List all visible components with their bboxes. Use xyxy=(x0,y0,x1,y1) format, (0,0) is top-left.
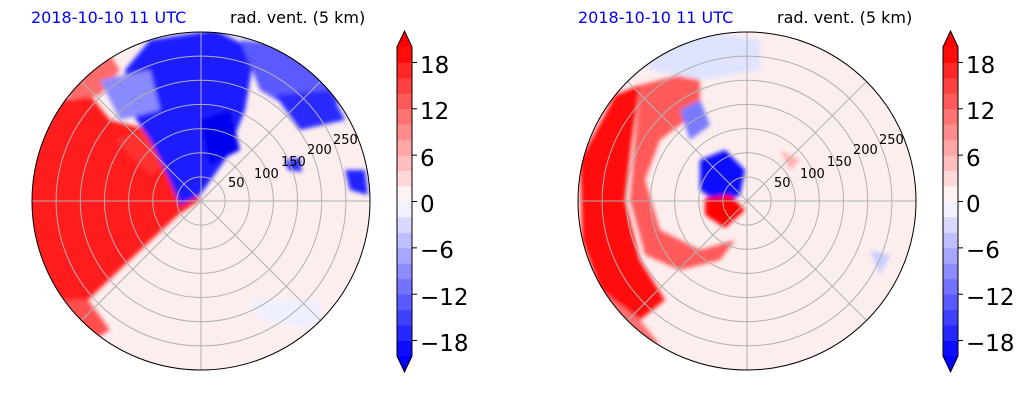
colorbar-level xyxy=(397,201,412,218)
colorbar-level xyxy=(943,294,958,311)
colorbar-tick-label: 6 xyxy=(966,146,981,172)
colorbar-level xyxy=(943,263,958,280)
colorbar-level xyxy=(397,247,412,264)
colorbar: 18 12 6 0 −6 −12 −18 xyxy=(942,29,1015,374)
colorbar-level xyxy=(943,108,958,125)
colorbar-level xyxy=(943,124,958,141)
colorbar-level xyxy=(397,62,412,79)
colorbar-level xyxy=(943,62,958,79)
colorbar-level xyxy=(397,340,412,357)
azimuth-spoke xyxy=(746,81,867,202)
colorbar-level xyxy=(943,216,958,233)
colorbar-level xyxy=(943,186,958,202)
colorbar-tick-label: −12 xyxy=(420,285,469,311)
colorbar: 18 12 6 0 −6 −12 −18 xyxy=(396,29,469,374)
colorbar-level xyxy=(943,47,958,63)
colorbar-level xyxy=(943,170,958,187)
colorbar-level xyxy=(943,77,958,94)
colorbar-level xyxy=(943,325,958,341)
variable-label: rad. vent. (5 km) xyxy=(777,8,912,27)
colorbar-tick-label: 12 xyxy=(966,99,995,125)
colorbar-tick-label: −6 xyxy=(966,238,1000,264)
colorbar-tick-label: 18 xyxy=(420,53,449,79)
colorbar-body xyxy=(396,29,413,374)
range-ring-label: 250 xyxy=(333,133,358,148)
colorbar-ticks: 18 12 6 0 −6 −12 −18 xyxy=(958,53,1015,357)
colorbar-level xyxy=(397,232,412,249)
colorbar-level xyxy=(397,325,412,341)
colorbar-level xyxy=(397,108,412,125)
colorbar-extend-max xyxy=(943,31,958,47)
azimuth-spoke xyxy=(200,81,321,202)
colorbar-body xyxy=(942,29,959,374)
colorbar-extend-min xyxy=(943,356,958,372)
colorbar-level xyxy=(397,139,412,156)
azimuth-spokes xyxy=(578,32,916,370)
colorbar-level xyxy=(943,309,958,326)
colorbar-level xyxy=(397,278,412,295)
range-ring-label: 50 xyxy=(228,176,245,191)
range-ring-label: 250 xyxy=(879,133,904,148)
colorbar-tick-label: 18 xyxy=(966,53,995,79)
azimuth-spoke xyxy=(746,200,867,321)
panel-left: 2018-10-10 11 UTC rad. vent. (5 km) xyxy=(31,8,469,374)
colorbar-level xyxy=(397,170,412,187)
colorbar-tick-label: 0 xyxy=(966,192,981,218)
azimuth-spokes xyxy=(32,32,370,370)
variable-label: rad. vent. (5 km) xyxy=(230,8,365,27)
colorbar-level xyxy=(943,155,958,171)
range-ring-label: 150 xyxy=(281,155,306,170)
colorbar-tick-label: −12 xyxy=(966,285,1015,311)
radial-velocity-field xyxy=(32,32,370,370)
colorbar-tick-label: 6 xyxy=(420,146,435,172)
colorbar-level xyxy=(397,124,412,141)
colorbar-level xyxy=(397,155,412,171)
colorbar-level xyxy=(397,294,412,311)
colorbar-outline xyxy=(396,29,413,374)
azimuth-spoke xyxy=(81,200,202,321)
colorbar-level xyxy=(397,186,412,202)
azimuth-spoke xyxy=(81,81,202,202)
panel-right: 2018-10-10 11 UTC rad. vent. (5 km) xyxy=(577,8,1015,374)
colorbar-level xyxy=(397,77,412,94)
range-ring-labels: 50 100 150 200 250 xyxy=(228,133,358,191)
colorbar-level xyxy=(397,216,412,233)
colorbar-tick-label: 12 xyxy=(420,99,449,125)
colorbar-extend-min xyxy=(397,356,412,372)
colorbar-level xyxy=(397,47,412,63)
range-ring-label: 50 xyxy=(774,176,791,191)
colorbar-level xyxy=(943,201,958,218)
range-ring-label: 100 xyxy=(800,167,825,182)
colorbar-tick-label: −18 xyxy=(420,331,469,357)
range-ring-labels: 50 100 150 200 250 xyxy=(774,133,904,191)
date-label: 2018-10-10 11 UTC xyxy=(578,8,733,27)
plot-boundary xyxy=(31,31,371,371)
colorbar-level xyxy=(943,340,958,357)
range-ring-label: 150 xyxy=(827,155,852,170)
colorbar-tick-label: −18 xyxy=(966,331,1015,357)
azimuth-spoke xyxy=(627,200,748,321)
colorbar-level xyxy=(943,139,958,156)
range-ring-label: 200 xyxy=(853,143,878,158)
date-label: 2018-10-10 11 UTC xyxy=(31,8,186,27)
colorbar-ticks: 18 12 6 0 −6 −12 −18 xyxy=(412,53,469,357)
plot-boundary xyxy=(577,31,917,371)
range-ring-label: 200 xyxy=(307,143,332,158)
colorbar-outline xyxy=(942,29,959,374)
colorbar-level xyxy=(943,232,958,249)
colorbar-level xyxy=(397,309,412,326)
colorbar-level xyxy=(943,278,958,295)
colorbar-tick-label: 0 xyxy=(420,192,435,218)
colorbar-extend-max xyxy=(397,31,412,47)
colorbar-level xyxy=(397,263,412,280)
colorbar-level xyxy=(397,93,412,110)
colorbar-level xyxy=(943,247,958,264)
azimuth-spoke xyxy=(627,81,748,202)
colorbar-level xyxy=(943,93,958,110)
colorbar-tick-label: −6 xyxy=(420,238,454,264)
azimuth-spoke xyxy=(200,200,321,321)
range-ring-label: 100 xyxy=(254,167,279,182)
